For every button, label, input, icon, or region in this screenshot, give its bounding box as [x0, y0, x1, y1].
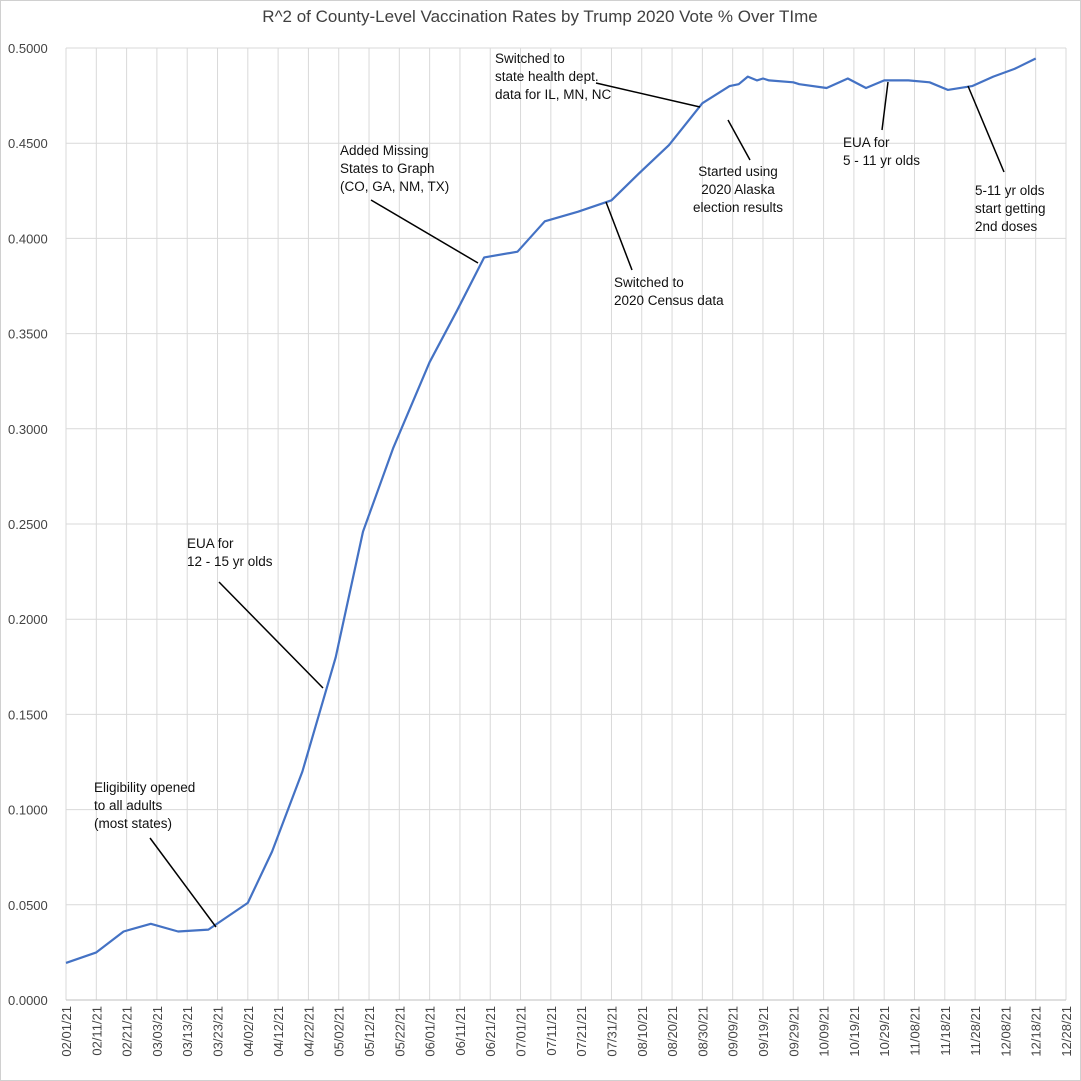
- annotation-pointer: [149, 837, 217, 928]
- annotation-text: 2020 Alaska: [701, 182, 775, 197]
- annotation-text: to all adults: [94, 798, 163, 813]
- x-tick-label: 08/30/21: [695, 1006, 710, 1057]
- annotation-text: 2020 Census data: [614, 293, 724, 308]
- x-tick-label: 06/01/21: [423, 1006, 438, 1057]
- x-tick-label: 07/11/21: [544, 1006, 559, 1056]
- x-tick-label: 07/31/21: [604, 1006, 619, 1057]
- annotation-text: 12 - 15 yr olds: [187, 554, 273, 569]
- x-tick-label: 12/28/21: [1059, 1006, 1074, 1057]
- annotation-pointer: [967, 85, 1005, 173]
- annotation-text: 5-11 yr olds: [975, 183, 1045, 198]
- annotation-text: Switched to: [495, 51, 565, 66]
- y-tick-label: 0.5000: [8, 41, 48, 56]
- x-tick-label: 09/29/21: [786, 1006, 801, 1057]
- annotation-text: EUA for: [843, 135, 890, 150]
- x-tick-label: 04/02/21: [241, 1006, 256, 1057]
- y-tick-label: 0.3000: [8, 422, 48, 437]
- x-tick-label: 02/11/21: [89, 1006, 104, 1056]
- annotation-text: Eligibility opened: [94, 780, 195, 795]
- x-tick-label: 12/18/21: [1029, 1006, 1044, 1057]
- y-tick-label: 0.0000: [8, 993, 48, 1008]
- annotation-pointer: [218, 581, 324, 689]
- annotation-text: States to Graph: [340, 161, 435, 176]
- y-tick-label: 0.4500: [8, 136, 48, 151]
- x-tick-label: 04/12/21: [271, 1006, 286, 1057]
- annotation-pointer: [370, 199, 479, 264]
- chart-title: R^2 of County-Level Vaccination Rates by…: [262, 7, 817, 26]
- annotation-pointer: [605, 201, 633, 271]
- x-tick-label: 05/12/21: [362, 1006, 377, 1057]
- y-tick-label: 0.0500: [8, 898, 48, 913]
- annotation-pointer: [595, 82, 701, 108]
- annotation-text: EUA for: [187, 536, 234, 551]
- annotation-text: election results: [693, 200, 783, 215]
- x-tick-label: 12/08/21: [998, 1006, 1013, 1057]
- x-tick-label: 06/21/21: [483, 1006, 498, 1057]
- x-tick-label: 03/03/21: [150, 1006, 165, 1057]
- annotation-text: data for IL, MN, NC: [495, 87, 612, 102]
- annotation-pointer: [727, 119, 751, 161]
- x-tick-label: 02/01/21: [59, 1006, 74, 1057]
- x-tick-label: 05/22/21: [392, 1006, 407, 1057]
- x-tick-label: 06/11/21: [453, 1006, 468, 1056]
- x-tick-label: 05/02/21: [332, 1006, 347, 1057]
- annotation-text: Started using: [698, 164, 778, 179]
- annotation-pointer: [881, 81, 889, 131]
- x-tick-label: 07/01/21: [514, 1006, 529, 1057]
- x-tick-label: 11/18/21: [938, 1006, 953, 1056]
- x-tick-label: 10/29/21: [877, 1006, 892, 1057]
- x-tick-label: 08/10/21: [635, 1006, 650, 1057]
- y-tick-label: 0.1000: [8, 803, 48, 818]
- y-tick-label: 0.3500: [8, 327, 48, 342]
- annotation-text: state health dept.: [495, 69, 599, 84]
- x-tick-label: 10/19/21: [847, 1006, 862, 1057]
- x-tick-label: 08/20/21: [665, 1006, 680, 1057]
- annotation-text: Added Missing: [340, 143, 429, 158]
- y-tick-label: 0.4000: [8, 231, 48, 246]
- x-tick-label: 04/22/21: [301, 1006, 316, 1057]
- x-tick-label: 03/13/21: [180, 1006, 195, 1057]
- annotation-text: (CO, GA, NM, TX): [340, 179, 449, 194]
- y-tick-label: 0.2000: [8, 612, 48, 627]
- y-tick-label: 0.2500: [8, 517, 48, 532]
- x-tick-label: 07/21/21: [574, 1006, 589, 1057]
- x-tick-label: 02/21/21: [120, 1006, 135, 1057]
- annotation-text: 5 - 11 yr olds: [843, 153, 920, 168]
- annotation-text: 2nd doses: [975, 219, 1038, 234]
- x-tick-label: 11/08/21: [907, 1006, 922, 1056]
- x-tick-label: 09/19/21: [756, 1006, 771, 1057]
- data-line: [65, 57, 1037, 964]
- annotation-text: Switched to: [614, 275, 684, 290]
- annotation-text: (most states): [94, 816, 172, 831]
- x-tick-label: 10/09/21: [817, 1006, 832, 1057]
- x-tick-label: 09/09/21: [726, 1006, 741, 1057]
- x-tick-label: 03/23/21: [211, 1006, 226, 1057]
- annotation-text: start getting: [975, 201, 1046, 216]
- y-tick-label: 0.1500: [8, 707, 48, 722]
- x-tick-label: 11/28/21: [968, 1006, 983, 1056]
